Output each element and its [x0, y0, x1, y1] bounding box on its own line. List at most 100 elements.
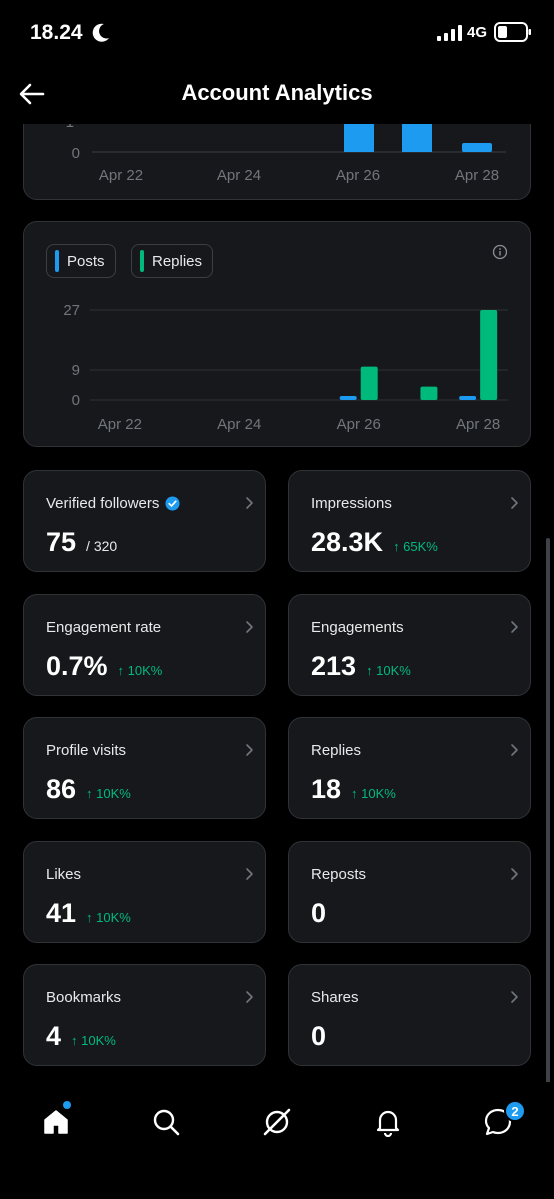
chevron-right-icon — [246, 621, 253, 633]
posts-replies-chart-card: Posts Replies 0 9 27 Apr 22 Apr 24 Apr 26 Apr … — [23, 221, 531, 447]
stat-value-row: 41 ↑ 10K% — [46, 898, 131, 929]
stat-value: 86 — [46, 774, 77, 804]
legend-posts[interactable]: Posts — [46, 244, 116, 278]
messages-badge: 2 — [504, 1100, 526, 1122]
scrollbar[interactable] — [546, 538, 550, 1084]
stat-value-row: 213 ↑ 10K% — [311, 651, 411, 682]
top-chart-bar — [402, 124, 432, 152]
stat-label-row: Profile visits — [46, 742, 126, 759]
chart-x-tick-label: Apr 22 — [98, 416, 142, 433]
status-time: 18.24 — [30, 21, 83, 44]
info-icon[interactable] — [492, 244, 508, 260]
chevron-right-icon — [511, 497, 518, 509]
back-arrow-icon[interactable] — [18, 80, 46, 108]
top-chart-x-tick: Apr 22 — [99, 167, 143, 184]
stat-card[interactable]: Reposts 0 — [288, 841, 531, 943]
stat-label-row: Verified followers — [46, 495, 180, 512]
bell-icon — [376, 1110, 400, 1137]
stat-card[interactable]: Profile visits 86 ↑ 10K% — [23, 717, 266, 819]
stat-value: 0 — [311, 898, 327, 928]
verified-badge-icon — [165, 496, 180, 511]
home-unread-dot — [63, 1101, 71, 1109]
stat-card[interactable]: Engagements 213 ↑ 10K% — [288, 594, 531, 696]
stat-label: Bookmarks — [46, 989, 122, 1006]
top-chart-x-tick: Apr 24 — [217, 167, 261, 184]
stat-trend: ↑ 10K% — [86, 786, 131, 801]
network-type: 4G — [467, 24, 488, 41]
status-bar: 18.24 4G — [0, 0, 554, 66]
stat-label: Profile visits — [46, 742, 127, 759]
stat-sub-value: / 320 — [86, 538, 118, 554]
tab-grok[interactable] — [257, 1102, 297, 1142]
tab-notifications[interactable] — [368, 1102, 408, 1142]
top-chart-y-tick-partial: 1 — [66, 124, 74, 131]
chevron-right-icon — [246, 497, 253, 509]
stat-label-row: Engagement rate — [46, 619, 161, 636]
chart-bar-replies — [420, 386, 438, 400]
top-chart-x-tick: Apr 28 — [455, 167, 499, 184]
chart-x-tick-label: Apr 28 — [456, 416, 500, 433]
stat-label: Replies — [311, 742, 362, 759]
stat-card[interactable]: Engagement rate 0.7% ↑ 10K% — [23, 594, 266, 696]
stat-label-row: Impressions — [311, 495, 392, 512]
analytics-scroll-area[interactable]: 1 0 Apr 22 Apr 24 Apr 26 Apr 28 Posts Re… — [0, 124, 554, 1082]
stat-value: 0 — [311, 1021, 327, 1051]
stat-value-row: 0.7% ↑ 10K% — [46, 651, 162, 682]
stat-card[interactable]: Verified followers 75 / 320 — [23, 470, 266, 572]
stat-value: 41 — [46, 898, 77, 928]
chart-y-tick-label: 0 — [72, 392, 80, 409]
stat-label: Reposts — [311, 866, 367, 883]
stat-trend: ↑ 10K% — [366, 663, 411, 678]
home-icon — [44, 1110, 68, 1134]
chevron-right-icon — [246, 868, 253, 880]
chevron-right-icon — [246, 991, 253, 1003]
legend-replies[interactable]: Replies — [131, 244, 214, 278]
chart-y-tick-label: 27 — [63, 302, 80, 319]
chevron-right-icon — [246, 744, 253, 756]
chevron-right-icon — [511, 621, 518, 633]
stat-card[interactable]: Replies 18 ↑ 10K% — [288, 717, 531, 819]
tab-search[interactable] — [146, 1102, 186, 1142]
stat-label-row: Replies — [311, 742, 361, 759]
stat-label-row: Reposts — [311, 866, 366, 883]
top-chart-svg: 1 0 Apr 22 Apr 24 Apr 26 Apr 28 — [66, 124, 506, 184]
stat-trend: ↑ 10K% — [71, 1033, 116, 1048]
chart-x-tick-label: Apr 24 — [217, 416, 261, 433]
stat-trend: ↑ 10K% — [351, 786, 396, 801]
stat-trend: ↑ 65K% — [393, 539, 438, 554]
stat-value-row: 86 ↑ 10K% — [46, 774, 131, 805]
stat-label: Verified followers — [46, 495, 160, 512]
stat-card[interactable]: Bookmarks 4 ↑ 10K% — [23, 964, 266, 1066]
grok-icon — [263, 1108, 291, 1136]
stat-value-row: 0 — [311, 898, 326, 929]
top-chart-bar — [344, 124, 374, 152]
stat-label: Engagement rate — [46, 619, 162, 636]
stat-value: 75 — [46, 527, 77, 557]
stat-label-row: Bookmarks — [46, 989, 121, 1006]
page-title: Account Analytics — [181, 80, 373, 105]
stat-value-row: 75 / 320 — [46, 527, 117, 558]
stat-card[interactable]: Likes 41 ↑ 10K% — [23, 841, 266, 943]
stat-value: 0.7% — [46, 651, 108, 681]
legend-posts-label: Posts — [67, 252, 105, 270]
chevron-right-icon — [511, 991, 518, 1003]
stat-value-row: 18 ↑ 10K% — [311, 774, 396, 805]
tab-home[interactable] — [36, 1102, 76, 1142]
stat-label: Shares — [311, 989, 359, 1006]
stat-trend: ↑ 10K% — [117, 663, 163, 678]
stat-card[interactable]: Shares 0 — [288, 964, 531, 1066]
chevron-right-icon — [511, 744, 518, 756]
app-header: Account Analytics — [0, 66, 554, 124]
posts-replies-chart-svg: 0 9 27 Apr 22 Apr 24 Apr 26 Apr 28 — [63, 302, 508, 433]
signal-icon — [437, 25, 462, 41]
stat-label: Likes — [46, 866, 82, 883]
stat-label-row: Engagements — [311, 619, 404, 636]
chart-bar-posts — [459, 396, 477, 400]
moon-icon — [92, 23, 109, 42]
chart-y-tick-label: 9 — [72, 362, 80, 379]
stat-card[interactable]: Impressions 28.3K ↑ 65K% — [288, 470, 531, 572]
legend-posts-swatch — [55, 250, 59, 272]
chart-bar-posts — [339, 396, 357, 400]
stat-value: 18 — [311, 774, 342, 804]
top-chart-y-tick: 0 — [72, 145, 80, 162]
